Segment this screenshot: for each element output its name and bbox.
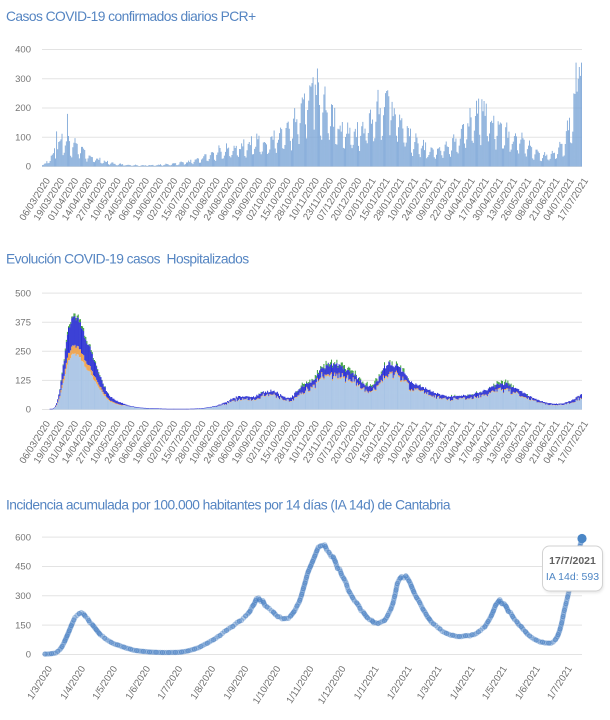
svg-text:250: 250 — [15, 347, 31, 358]
svg-text:100: 100 — [15, 132, 31, 143]
svg-text:600: 600 — [15, 532, 31, 543]
svg-text:375: 375 — [15, 317, 31, 328]
svg-text:400: 400 — [15, 45, 31, 56]
svg-text:125: 125 — [15, 376, 31, 387]
svg-text:300: 300 — [15, 591, 31, 602]
svg-text:200: 200 — [15, 103, 31, 114]
svg-text:Casos COVID-19 confirmados dia: Casos COVID-19 confirmados diarios PCR+ — [6, 9, 256, 24]
svg-text:0: 0 — [26, 405, 31, 416]
svg-text:0: 0 — [26, 650, 31, 661]
svg-text:450: 450 — [15, 562, 31, 573]
svg-text:Evolución COVID-19 casos Hosp: Evolución COVID-19 casos Hospitalizados — [6, 252, 249, 267]
svg-text:0: 0 — [26, 162, 31, 173]
svg-text:300: 300 — [15, 74, 31, 85]
svg-text:150: 150 — [15, 620, 31, 631]
svg-text:500: 500 — [15, 288, 31, 299]
svg-text:IA 14d: 593: IA 14d: 593 — [546, 571, 599, 583]
svg-text:17/7/2021: 17/7/2021 — [549, 555, 596, 567]
svg-text:Incidencia acumulada por 100.0: Incidencia acumulada por 100.000 habitan… — [6, 498, 451, 513]
